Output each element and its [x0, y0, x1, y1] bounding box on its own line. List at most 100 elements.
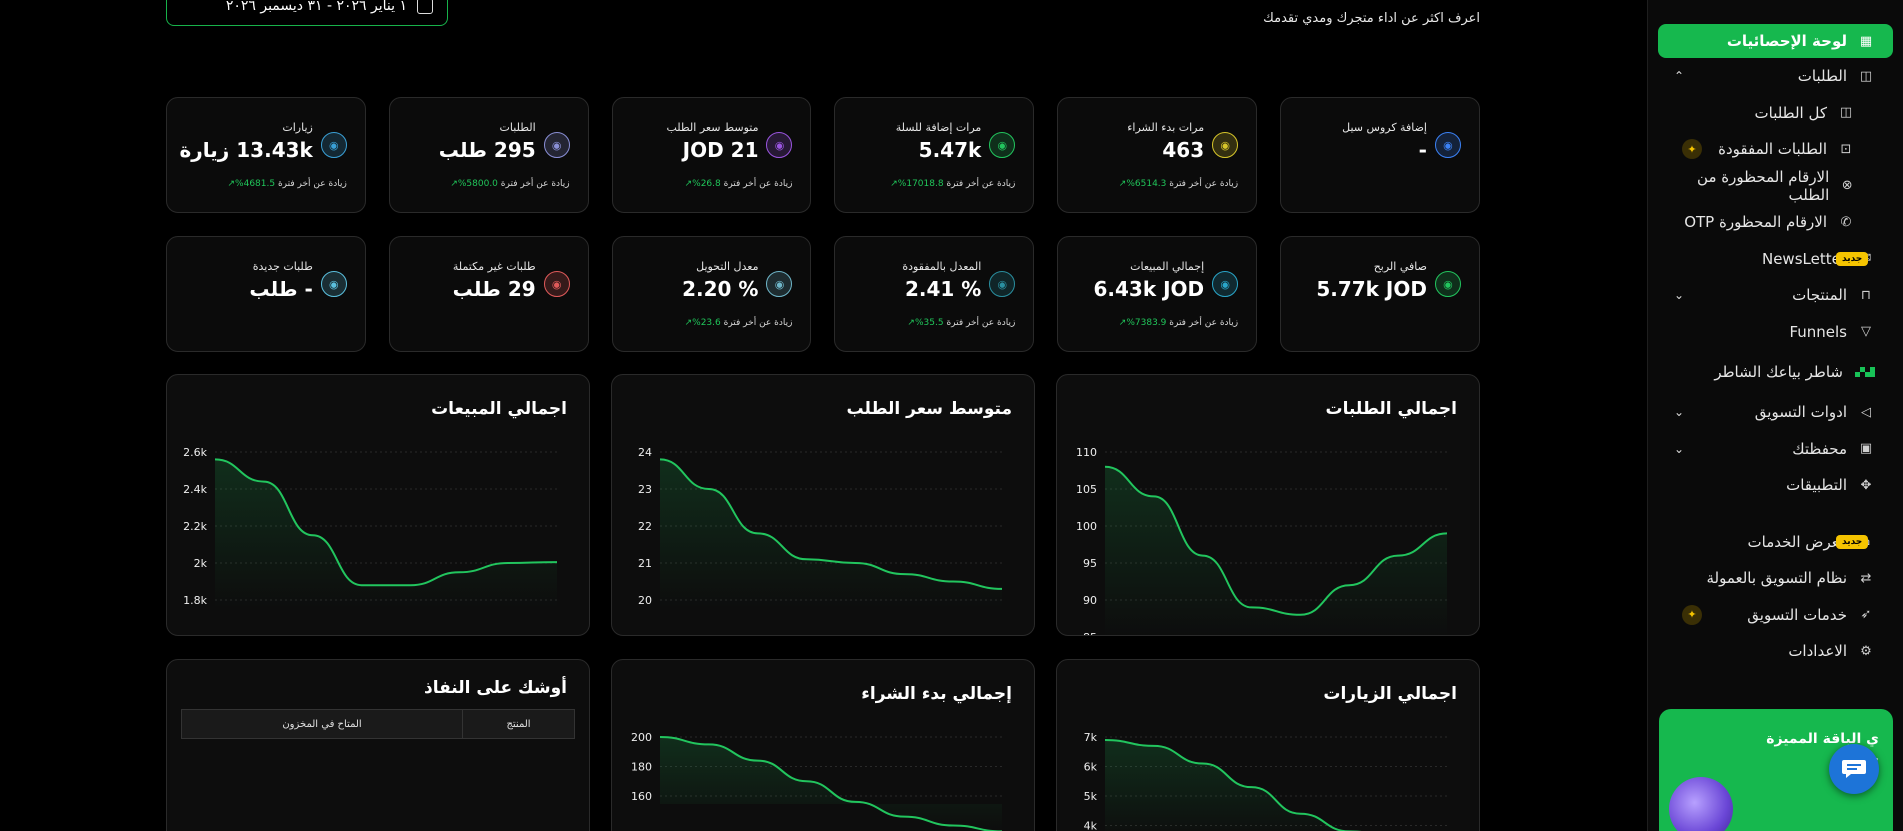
orders-chart: 110 105 100 95 90 85 — [1076, 446, 1448, 636]
orders-chart-title: اجمالي الطلبات — [1325, 399, 1457, 419]
avg-order-chart-panel: متوسط سعر الطلب 24 23 22 21 20 — [611, 374, 1035, 636]
brand-item[interactable]: شاطر بياعك الشاطر — [1658, 350, 1893, 394]
sales-chart-panel: اجمالي المبيعات 2.6k 2.4k 2.2k 2k 1.8k — [166, 374, 590, 636]
stat-delta-text: زيادة عن أخر فترة — [500, 179, 570, 189]
brand-label: شاطر بياعك الشاطر — [1714, 363, 1843, 381]
chevron-down-icon[interactable]: ⌄ — [1674, 288, 1685, 303]
chevron-down-icon[interactable]: ⌄ — [1674, 441, 1685, 456]
stat-delta-text: زيادة عن أخر فترة — [1169, 318, 1239, 328]
stat-delta-percent: 7383.9% — [1126, 318, 1167, 328]
stat-card: ◉ المعدل بالمفقودة % 2.41 زيادة عن أخر فترة… — [834, 236, 1035, 352]
stat-title: المعدل بالمفقودة — [902, 260, 982, 273]
stat-title: الطلبات — [499, 121, 536, 134]
cart-block-icon: ⊗ — [1841, 178, 1853, 194]
area-fill — [1105, 466, 1447, 635]
sidebar-item-phone-block-5[interactable]: ✆ الارقام المحظورة OTP — [1658, 204, 1893, 241]
y-tick-label: 85 — [1083, 631, 1097, 636]
sidebar-item-label: التطبيقات — [1786, 476, 1847, 495]
sidebar-item-puzzle-2[interactable]: ✥ التطبيقات — [1658, 467, 1893, 504]
chevron-down-icon[interactable]: ⌄ — [1674, 405, 1685, 420]
sidebar-item-wallet-1[interactable]: ▣ محفظتك ⌄ — [1658, 431, 1893, 468]
orders-chart-panel: اجمالي الطلبات 110 105 100 95 90 85 — [1056, 374, 1480, 636]
promo-line-1: ي الباقة المميزة — [1766, 731, 1879, 747]
sidebar-item-funnel-8[interactable]: ▽ Funnels — [1658, 314, 1893, 351]
stat-title: طلبات جديدة — [252, 260, 313, 273]
chevron-up-icon[interactable]: ⌃ — [1674, 69, 1685, 84]
trend-up-icon: ↗ — [684, 179, 693, 189]
sidebar-item-handshake-1[interactable]: ⇄ نظام التسويق بالعمولة — [1658, 560, 1893, 597]
chat-button[interactable] — [1829, 744, 1879, 794]
stat-delta-text: زيادة عن أخر فترة — [946, 318, 1016, 328]
cart-icon: ◉ — [989, 132, 1016, 158]
stat-value: 13.43k زيارة — [179, 138, 313, 162]
checkout-chart-title: إجمالي بدء الشراء — [861, 684, 1012, 704]
box-x-icon: ◉ — [543, 271, 570, 297]
eye-icon: ◉ — [320, 132, 347, 158]
sidebar-item-box-2[interactable]: ◫ كل الطلبات — [1658, 95, 1893, 132]
stats-row-1: ◉ زيارات 13.43k زيارة زيادة عن أخر فترة 468… — [166, 97, 1480, 213]
stat-value: - — [1418, 138, 1427, 162]
receipt-icon: ◉ — [320, 271, 347, 297]
trend-up-icon: ↗ — [1118, 318, 1127, 328]
y-tick-label: 2k — [194, 557, 208, 570]
y-tick-label: 21 — [638, 557, 652, 570]
bag-icon: ⊓ — [1860, 287, 1872, 303]
trend-up-icon: ↗ — [684, 318, 693, 328]
sidebar-item-bag-7[interactable]: ⊓ المنتجات ⌄ — [1658, 277, 1893, 314]
sidebar-item-rocket-2[interactable]: ➶ خدمات التسويق ✦ — [1658, 597, 1893, 634]
chat-icon — [1842, 760, 1866, 778]
y-tick-label: 22 — [638, 520, 652, 533]
stat-delta-text: زيادة عن أخر فترة — [277, 179, 347, 189]
box-icon: ◉ — [543, 132, 570, 158]
sidebar-item-label: الطلبات المفقودة — [1718, 140, 1827, 159]
stat-card: ◉ زيارات 13.43k زيارة زيادة عن أخر فترة 468… — [166, 97, 366, 213]
y-tick-label: 24 — [638, 446, 652, 459]
stat-title: متوسط سعر الطلب — [666, 121, 759, 134]
stat-card: ◉ معدل التحويل % 2.20 زيادة عن أخر فترة 23.… — [611, 236, 812, 352]
sidebar-item-cart-block-4[interactable]: ⊗ الارقام المحظورة من الطلب — [1658, 168, 1893, 205]
stat-card: ◉ صافي الربح 5.77k JOD — [1280, 236, 1480, 352]
stat-delta-percent: 6514.3% — [1126, 179, 1167, 189]
visits-chart-title: اجمالي الزيارات — [1323, 684, 1457, 704]
low-stock-panel: أوشك على النفاذ المنتج المتاح في المخزون — [166, 659, 590, 831]
stat-card: ◉ طلبات جديدة - طلب — [166, 236, 366, 352]
stat-value: 5.77k JOD — [1316, 277, 1427, 301]
sidebar-item-box-search-3[interactable]: ⊡ الطلبات المفقودة ✦ — [1658, 131, 1893, 168]
y-tick-label: 1.8k — [183, 594, 207, 607]
trend-up-icon: ↗ — [890, 179, 898, 189]
date-range-picker[interactable]: ١ يناير ٢٠٢٦ - ٣١ ديسمبر ٢٠٢٦ — [166, 0, 448, 26]
sidebar-item-label: ادوات التسويق — [1754, 403, 1847, 422]
visits-chart-panel: اجمالي الزيارات 7k 6k 5k 4k — [1056, 659, 1480, 831]
sidebar: ▦ لوحة الإحصائيات ◫ الطلبات ⌃ ◫ كل الطلبات ⊡ الط… — [1647, 0, 1903, 831]
cart-plus-icon: ◉ — [1434, 132, 1461, 158]
y-tick-label: 110 — [1076, 446, 1097, 459]
sidebar-item-label: الاعدادات — [1788, 642, 1847, 661]
series-line — [1104, 465, 1448, 616]
sidebar-item-megaphone-0[interactable]: ◁ ادوات التسويق ⌄ — [1658, 394, 1893, 431]
y-tick-label: 2.4k — [183, 483, 207, 496]
box-icon: ◫ — [1859, 68, 1873, 84]
stat-title: إضافة كروس سيل — [1342, 121, 1427, 134]
new-badge: جديد — [1836, 251, 1869, 266]
box-icon: ◫ — [1839, 105, 1853, 121]
sales-chart-title: اجمالي المبيعات — [431, 399, 567, 419]
new-badge: جديد — [1836, 534, 1869, 549]
sidebar-item-gear-3[interactable]: ⚙ الاعدادات — [1658, 633, 1893, 670]
sidebar-item-chart-0[interactable]: ▦ لوحة الإحصائيات — [1658, 24, 1893, 58]
y-tick-label: 105 — [1076, 483, 1097, 496]
stat-delta-percent: 35.5% — [914, 318, 944, 328]
y-tick-label: 100 — [1076, 520, 1097, 533]
sidebar-item-box-1[interactable]: ◫ الطلبات ⌃ — [1658, 58, 1893, 95]
stat-delta: زيادة عن أخر فترة 5800.0%↗ — [450, 179, 569, 189]
stat-title: زيارات — [282, 121, 313, 134]
avg-order-chart-title: متوسط سعر الطلب — [846, 399, 1012, 419]
box-search-icon: ⊡ — [1840, 141, 1852, 157]
gear-icon: ⚙ — [1860, 643, 1872, 659]
column-product: المنتج — [462, 710, 574, 738]
stat-delta-text: زيادة عن أخر فترة — [723, 318, 793, 328]
y-tick-label: 180 — [631, 761, 652, 774]
stat-delta-percent: 4681.5% — [235, 179, 276, 189]
y-tick-label: 5k — [1084, 790, 1098, 803]
